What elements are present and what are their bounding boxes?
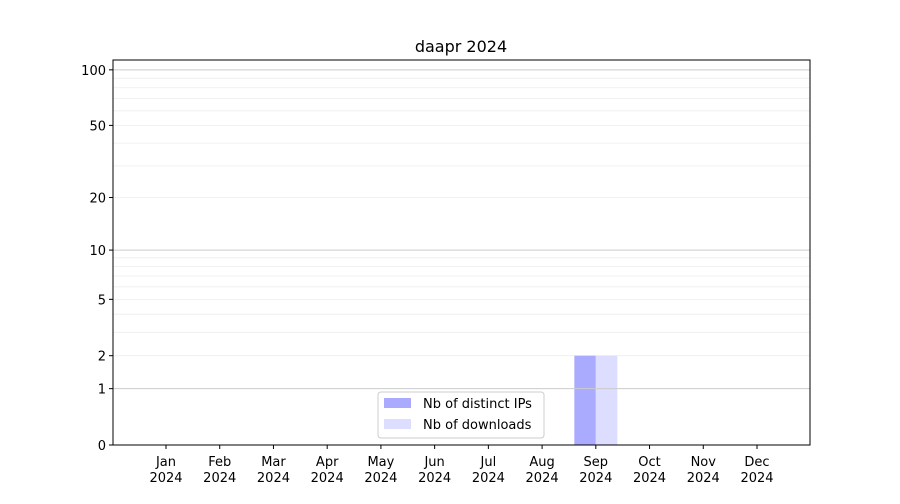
x-tick-label-line: 2024 (257, 471, 290, 486)
y-tick-label: 2 (98, 350, 106, 365)
y-tick-label: 20 (89, 192, 106, 207)
bar-distinct-ips (574, 355, 596, 445)
legend-box (377, 391, 545, 439)
x-tick-label-line: Apr (316, 455, 339, 470)
y-tick-label: 5 (98, 293, 106, 308)
legend-label: Nb of downloads (423, 418, 532, 433)
x-tick-label-line: Jul (480, 455, 497, 470)
x-tick-label-line: 2024 (418, 471, 451, 486)
x-tick-label: Dec 2024 (740, 455, 773, 486)
legend-swatch (384, 419, 411, 429)
y-tick-label: 50 (89, 119, 106, 134)
x-tick-label-line: Dec (744, 455, 769, 470)
chart-title: daapr 2024 (415, 37, 507, 56)
x-tick-label: Jun 2024 (418, 455, 451, 486)
x-tick-label-line: 2024 (740, 471, 773, 486)
x-tick-label: Sep 2024 (579, 455, 612, 486)
y-tick-label: 10 (89, 244, 106, 259)
bar-downloads (595, 355, 618, 445)
x-tick-label: Apr 2024 (311, 455, 344, 486)
x-tick-label-line: 2024 (687, 471, 720, 486)
x-tick-label-line: 2024 (149, 471, 182, 486)
x-tick-label: Mar 2024 (257, 455, 290, 486)
x-tick-label: May 2024 (364, 455, 397, 486)
x-tick-label-line: 2024 (311, 471, 344, 486)
x-tick-label-line: 2024 (472, 471, 505, 486)
y-tick-label: 0 (98, 439, 106, 454)
legend-label: Nb of distinct IPs (423, 397, 532, 412)
y-tick-label: 100 (81, 64, 106, 79)
x-tick-label-line: Sep (584, 455, 609, 470)
x-tick-label: Feb 2024 (203, 455, 236, 486)
x-tick-label-line: Nov (691, 455, 717, 470)
x-tick-label-line: 2024 (633, 471, 666, 486)
legend: Nb of distinct IPs Nb of downloads (377, 391, 545, 439)
y-tick-label: 1 (98, 383, 106, 398)
x-tick-label-line: 2024 (579, 471, 612, 486)
x-tick-label-line: 2024 (364, 471, 397, 486)
x-tick-label-line: Jan (155, 455, 176, 470)
legend-swatch (384, 398, 411, 408)
x-tick-label-line: Aug (529, 455, 554, 470)
x-tick-label: Aug 2024 (526, 455, 559, 486)
x-tick-label: Jan 2024 (149, 455, 182, 486)
x-tick-label-line: Jun (423, 455, 444, 470)
x-tick-label-line: 2024 (203, 471, 236, 486)
x-tick-label-line: 2024 (526, 471, 559, 486)
x-tick-label-line: Feb (208, 455, 231, 470)
x-tick-label-line: Oct (638, 455, 660, 470)
x-tick-label-line: May (367, 455, 394, 470)
x-tick-label: Oct 2024 (633, 455, 666, 486)
plot-frame (112, 59, 811, 446)
x-tick-label: Nov 2024 (687, 455, 720, 486)
x-tick-label: Jul 2024 (472, 455, 505, 486)
x-tick-label-line: Mar (261, 455, 286, 470)
